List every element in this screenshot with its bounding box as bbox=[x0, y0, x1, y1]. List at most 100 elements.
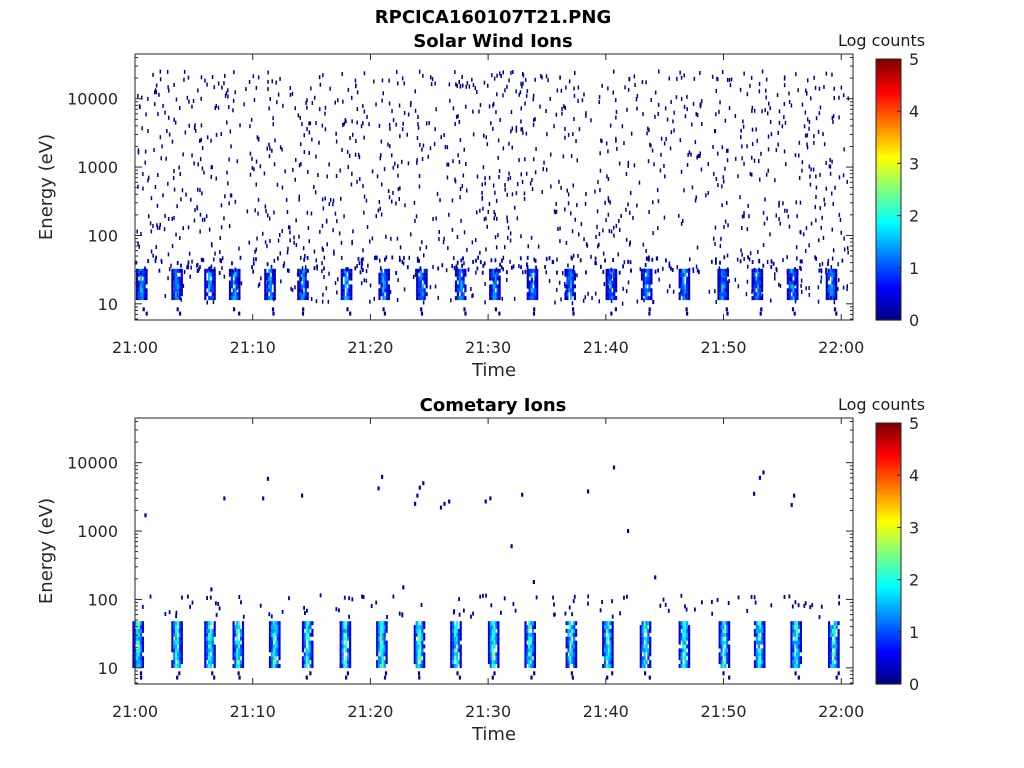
heatmap-cell bbox=[172, 175, 175, 180]
heatmap-cell bbox=[175, 296, 178, 301]
heatmap-cell bbox=[796, 644, 799, 649]
heatmap-cell bbox=[683, 73, 685, 78]
heatmap-cell bbox=[792, 284, 795, 289]
colorbar-segment bbox=[876, 126, 901, 131]
heatmap-cell bbox=[680, 632, 683, 637]
heatmap-cell bbox=[351, 171, 353, 176]
heatmap-cell bbox=[753, 632, 757, 637]
heatmap-cell bbox=[795, 72, 797, 77]
heatmap-cell bbox=[610, 229, 613, 234]
heatmap-cell bbox=[528, 664, 531, 668]
heatmap-cell bbox=[797, 621, 801, 626]
heatmap-cell bbox=[360, 258, 363, 263]
heatmap-cell bbox=[837, 632, 840, 637]
heatmap-cell bbox=[607, 660, 610, 665]
heatmap-cell bbox=[633, 74, 636, 79]
heatmap-cell bbox=[838, 278, 840, 283]
heatmap-cell bbox=[376, 648, 379, 653]
heatmap-cell bbox=[650, 272, 653, 277]
heatmap-cell bbox=[668, 264, 671, 269]
heatmap-cell bbox=[349, 640, 352, 645]
colorbar-segment bbox=[876, 283, 901, 287]
heatmap-cell bbox=[209, 664, 213, 668]
heatmap-cell bbox=[528, 272, 531, 277]
heatmap-cell bbox=[384, 268, 387, 273]
heatmap-cell bbox=[723, 255, 726, 260]
heatmap-cell bbox=[200, 257, 203, 262]
heatmap-cell bbox=[209, 656, 213, 661]
heatmap-cell bbox=[138, 625, 141, 630]
heatmap-cell bbox=[452, 632, 455, 637]
heatmap-cell bbox=[475, 258, 477, 263]
heatmap-cell bbox=[563, 104, 565, 109]
heatmap-cell bbox=[278, 652, 281, 657]
heatmap-cell bbox=[272, 644, 275, 649]
heatmap-cell bbox=[678, 632, 681, 637]
heatmap-cell bbox=[695, 112, 697, 117]
heatmap-cell bbox=[512, 70, 514, 74]
heatmap-cell bbox=[719, 268, 722, 273]
heatmap-cell bbox=[416, 288, 419, 293]
heatmap-cell bbox=[343, 625, 346, 630]
colorbar-segment bbox=[876, 590, 901, 594]
heatmap-cell bbox=[208, 288, 211, 293]
heatmap-cell bbox=[264, 280, 267, 285]
heatmap-cell bbox=[462, 272, 465, 277]
heatmap-cell bbox=[765, 77, 768, 82]
heatmap-cell bbox=[829, 272, 832, 277]
heatmap-cell bbox=[310, 211, 313, 216]
heatmap-cell bbox=[240, 628, 243, 633]
heatmap-cell bbox=[797, 656, 801, 661]
heatmap-cell bbox=[746, 227, 749, 232]
heatmap-cell bbox=[224, 93, 227, 98]
heatmap-cell bbox=[741, 144, 743, 149]
heatmap-cell bbox=[415, 625, 418, 630]
heatmap-cell bbox=[376, 621, 379, 626]
heatmap-cell bbox=[157, 173, 159, 177]
heatmap-cell bbox=[786, 270, 789, 275]
heatmap-cell bbox=[786, 276, 789, 281]
heatmap-cell bbox=[445, 268, 448, 273]
heatmap-cell bbox=[176, 268, 180, 273]
heatmap-cell bbox=[723, 280, 726, 285]
heatmap-cell bbox=[757, 648, 760, 653]
heatmap-cell bbox=[257, 75, 260, 80]
heatmap-cell bbox=[309, 625, 312, 630]
heatmap-cell bbox=[641, 648, 644, 653]
heatmap-cell bbox=[607, 198, 610, 203]
heatmap-cell bbox=[747, 264, 749, 269]
heatmap-cell bbox=[757, 272, 760, 277]
heatmap-cell bbox=[502, 267, 504, 272]
heatmap-cell bbox=[719, 280, 722, 285]
heatmap-cell bbox=[291, 91, 294, 96]
heatmap-cell bbox=[266, 292, 269, 297]
heatmap-cell bbox=[526, 268, 529, 273]
heatmap-cell bbox=[270, 628, 273, 633]
heatmap-cell bbox=[753, 628, 757, 633]
heatmap-cell bbox=[454, 179, 457, 184]
heatmap-cell bbox=[356, 264, 358, 268]
heatmap-cell bbox=[591, 296, 593, 301]
heatmap-cell bbox=[208, 621, 211, 626]
heatmap-cell bbox=[309, 664, 312, 668]
heatmap-cell bbox=[647, 628, 650, 633]
heatmap-cell bbox=[376, 640, 379, 645]
heatmap-cell bbox=[575, 648, 578, 653]
heatmap-cell bbox=[265, 209, 267, 214]
heatmap-cell bbox=[753, 292, 756, 297]
heatmap-cell bbox=[301, 296, 304, 301]
heatmap-cell bbox=[178, 648, 181, 653]
heatmap-cell bbox=[158, 92, 160, 97]
heatmap-cell bbox=[464, 311, 467, 316]
heatmap-cell bbox=[680, 276, 683, 281]
heatmap-cell bbox=[714, 289, 716, 294]
heatmap-cell bbox=[322, 292, 324, 297]
heatmap-cell bbox=[380, 139, 383, 144]
heatmap-cell bbox=[680, 268, 683, 273]
heatmap-cell bbox=[303, 640, 306, 645]
heatmap-cell bbox=[607, 268, 610, 273]
heatmap-cell bbox=[252, 269, 255, 274]
heatmap-cell bbox=[220, 259, 222, 264]
heatmap-cell bbox=[483, 261, 486, 266]
heatmap-cell bbox=[648, 276, 651, 281]
